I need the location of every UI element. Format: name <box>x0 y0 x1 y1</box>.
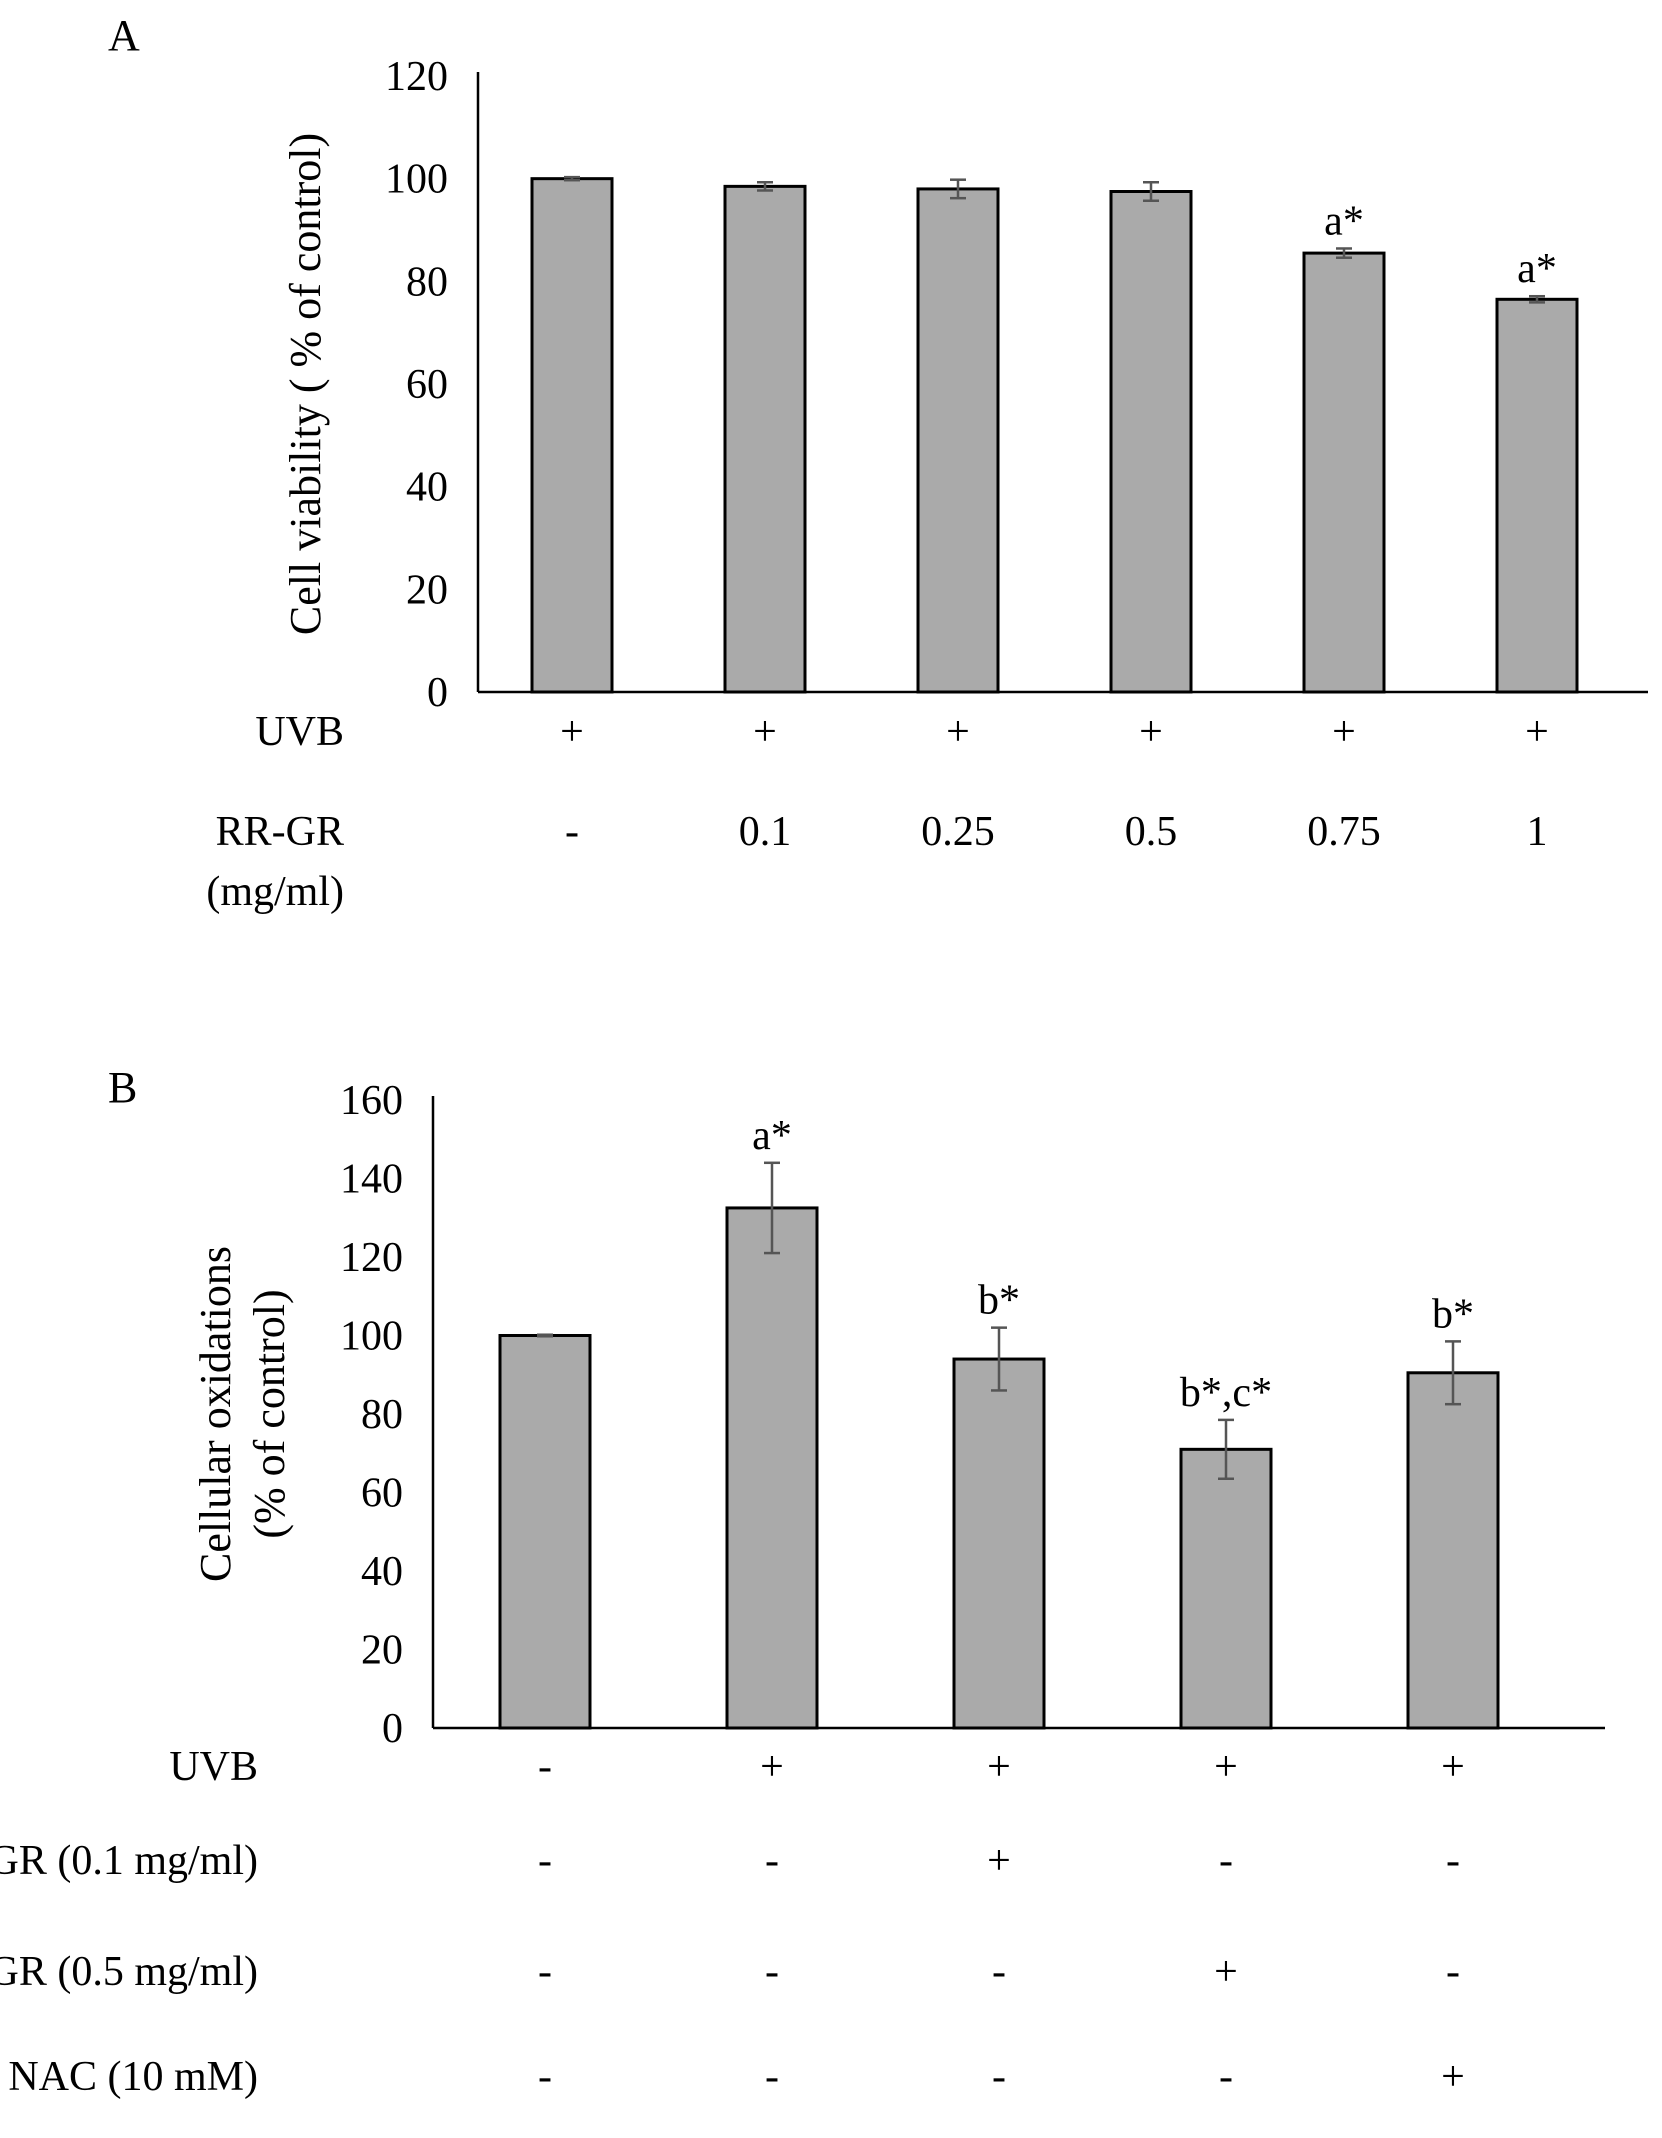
bar <box>1179 1447 1273 1730</box>
condition-value: - <box>1219 2054 1233 2100</box>
condition-value: - <box>765 1838 779 1884</box>
condition-value: - <box>538 2054 552 2100</box>
y-tick-label: 80 <box>406 259 448 305</box>
bar <box>1109 190 1193 694</box>
significance-label: a* <box>1324 198 1364 244</box>
y-tick-label: 120 <box>385 54 448 100</box>
significance-label: a* <box>752 1113 792 1159</box>
condition-value: + <box>946 709 970 755</box>
bar <box>498 1334 592 1730</box>
condition-value: - <box>765 2054 779 2100</box>
panel-label: B <box>108 1063 137 1112</box>
bar <box>725 1206 819 1730</box>
condition-value: - <box>1219 1838 1233 1884</box>
y-tick-label: 20 <box>361 1628 403 1674</box>
condition-value: - <box>1446 1949 1460 1995</box>
y-tick-label: 140 <box>340 1157 403 1203</box>
y-tick-label: 40 <box>361 1549 403 1595</box>
condition-label: RR-GR (0.1 mg/ml) <box>0 1838 258 1884</box>
y-tick-label: 60 <box>361 1471 403 1517</box>
condition-label: UVB <box>255 709 344 755</box>
condition-value: + <box>1332 709 1356 755</box>
condition-value: + <box>1214 1744 1238 1790</box>
significance-label: b* <box>978 1278 1020 1324</box>
condition-value: 0.25 <box>921 809 995 855</box>
y-tick-label: 120 <box>340 1235 403 1281</box>
y-tick-label: 0 <box>382 1706 403 1752</box>
condition-value: 1 <box>1527 809 1548 855</box>
condition-label: RR-GR <box>216 809 344 855</box>
y-tick-label: 100 <box>340 1314 403 1360</box>
bar <box>1406 1371 1500 1730</box>
y-axis-title: Cell viability ( % of control) <box>281 133 330 635</box>
bar <box>1302 251 1386 694</box>
condition-value: - <box>1446 1838 1460 1884</box>
y-axis-title: Cellular oxidations <box>191 1246 240 1582</box>
condition-value: - <box>992 1949 1006 1995</box>
condition-value: - <box>992 2054 1006 2100</box>
condition-value: - <box>538 1949 552 1995</box>
condition-label: NAC (10 mM) <box>8 2054 258 2100</box>
condition-value: + <box>753 709 777 755</box>
y-axis-title-line2: (% of control) <box>245 1289 294 1538</box>
condition-value: + <box>1139 709 1163 755</box>
panel-b-chart: B 0 20 40 60 80 100 120 140 160 Cellular oxidation… <box>0 1063 1605 2100</box>
condition-value: + <box>1441 1744 1465 1790</box>
condition-value: - <box>765 1949 779 1995</box>
panel-a-chart: A 0 20 40 60 80 100 120 Cell viability ( % of co… <box>108 11 1648 915</box>
condition-label: RR-GR (0.5 mg/ml) <box>0 1949 258 1995</box>
bar <box>952 1357 1046 1730</box>
condition-value: + <box>560 709 584 755</box>
condition-value: + <box>1441 2054 1465 2100</box>
condition-label: UVB <box>169 1744 258 1790</box>
significance-label: a* <box>1517 246 1557 292</box>
bar <box>723 184 807 694</box>
y-tick-label: 100 <box>385 157 448 203</box>
y-tick-label: 80 <box>361 1392 403 1438</box>
condition-value: 0.75 <box>1307 809 1381 855</box>
y-tick-label: 40 <box>406 465 448 511</box>
y-tick-label: 160 <box>340 1078 403 1124</box>
bar <box>916 187 1000 694</box>
condition-value: + <box>760 1744 784 1790</box>
bar <box>1495 297 1579 694</box>
y-tick-label: 20 <box>406 567 448 613</box>
bar <box>530 177 614 694</box>
significance-label: b* <box>1432 1291 1474 1337</box>
significance-label: b*,c* <box>1180 1370 1272 1416</box>
condition-value: - <box>565 809 579 855</box>
condition-value: 0.5 <box>1125 809 1178 855</box>
condition-value: + <box>1214 1949 1238 1995</box>
y-tick-label: 60 <box>406 362 448 408</box>
condition-value: 0.1 <box>739 809 792 855</box>
condition-value: - <box>538 1744 552 1790</box>
y-tick-label: 0 <box>427 670 448 716</box>
condition-label-line2: (mg/ml) <box>206 869 344 915</box>
condition-value: + <box>987 1744 1011 1790</box>
condition-value: + <box>987 1838 1011 1884</box>
condition-value: + <box>1525 709 1549 755</box>
panel-label: A <box>108 11 140 60</box>
condition-value: - <box>538 1838 552 1884</box>
